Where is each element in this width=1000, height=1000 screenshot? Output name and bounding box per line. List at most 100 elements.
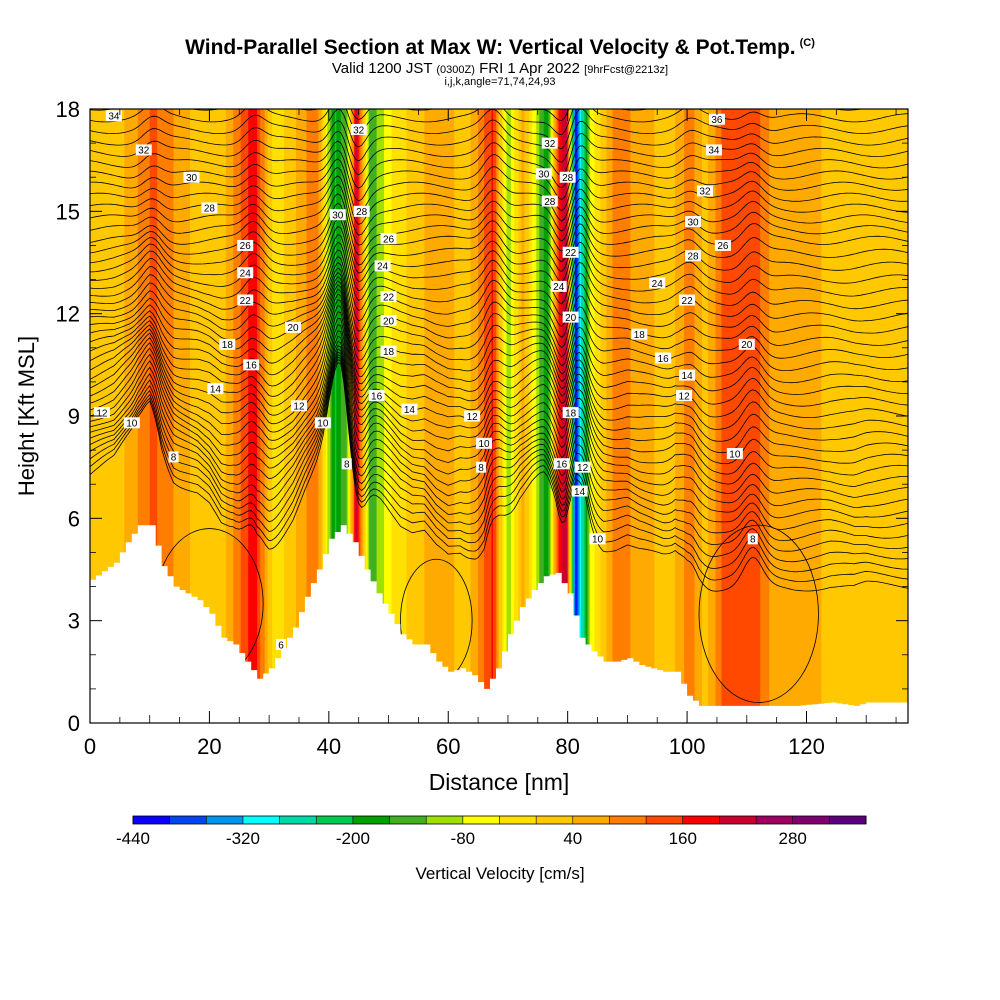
velocity-cell (861, 109, 864, 723)
colorbar-swatch (279, 816, 317, 824)
theta-label: 16 (243, 359, 260, 372)
velocity-cell (675, 109, 678, 723)
velocity-cell (439, 109, 442, 723)
velocity-cell (716, 109, 720, 723)
velocity-cell (142, 109, 145, 723)
velocity-cell (775, 109, 778, 723)
colorbar-swatch (682, 816, 720, 824)
velocity-cell (500, 109, 503, 723)
velocity-cell (418, 109, 421, 723)
velocity-cell (393, 109, 396, 723)
svg-text:32: 32 (544, 139, 556, 150)
theta-contour (90, 293, 908, 430)
velocity-cell (649, 109, 652, 723)
velocity-cell (534, 109, 537, 723)
velocity-cell (234, 109, 237, 723)
theta-contour (90, 25, 908, 59)
velocity-cell (351, 109, 354, 723)
svg-text:24: 24 (652, 279, 664, 290)
velocity-cell (140, 109, 143, 723)
y-tick-label: 12 (56, 302, 80, 327)
theta-label: 10 (314, 417, 331, 430)
svg-text:18: 18 (565, 408, 577, 419)
velocity-cell (254, 109, 257, 723)
velocity-cell (300, 109, 303, 723)
velocity-cell (527, 109, 530, 723)
chart-subtitle: Valid 1200 JST (0300Z) FRI 1 Apr 2022 [9… (331, 60, 669, 77)
svg-text:30: 30 (332, 211, 344, 222)
theta-contour (90, 241, 908, 316)
velocity-cell (431, 109, 434, 723)
velocity-cell (802, 109, 805, 723)
velocity-cell (204, 109, 208, 723)
velocity-cell (340, 109, 343, 723)
svg-text:14: 14 (404, 405, 416, 416)
velocity-cell (203, 109, 206, 723)
svg-text:34: 34 (708, 146, 720, 157)
velocity-cell (873, 109, 876, 723)
velocity-cell (767, 109, 770, 723)
theta-label: 12 (574, 461, 591, 474)
svg-text:6: 6 (278, 640, 284, 651)
velocity-cell (233, 109, 236, 723)
velocity-cell (181, 109, 184, 723)
theta-label: 34 (705, 144, 722, 157)
svg-text:20: 20 (287, 323, 299, 334)
theta-contour (90, 288, 908, 418)
velocity-cell (227, 109, 230, 723)
velocity-cell (148, 109, 151, 723)
velocity-cell (809, 109, 812, 723)
velocity-cell (310, 109, 314, 723)
velocity-cell (742, 109, 745, 723)
theta-label: 6 (276, 639, 287, 651)
velocity-cell (198, 109, 202, 723)
velocity-cell (237, 109, 240, 723)
velocity-cell (584, 109, 587, 723)
theta-contour (90, 109, 908, 135)
velocity-cell (678, 109, 681, 723)
velocity-cell (515, 109, 518, 723)
svg-text:8: 8 (750, 535, 756, 546)
velocity-cell (306, 109, 309, 723)
velocity-cell (501, 109, 505, 723)
theta-label: 18 (631, 328, 648, 341)
velocity-cell (173, 109, 176, 723)
velocity-cell (127, 109, 130, 723)
theta-contour (90, 284, 908, 407)
velocity-cell (867, 109, 870, 723)
velocity-cell (887, 109, 890, 723)
velocity-cell (143, 109, 146, 723)
velocity-cell (724, 109, 727, 723)
theta-contour (90, 210, 908, 274)
x-tick-label: 20 (197, 734, 221, 759)
velocity-cell (187, 109, 190, 723)
velocity-cell (627, 109, 630, 723)
svg-text:24: 24 (240, 269, 252, 280)
theta-label: 20 (285, 321, 302, 334)
velocity-cell (161, 109, 164, 723)
velocity-cell (842, 109, 845, 723)
velocity-cell (725, 109, 728, 723)
velocity-cell (318, 109, 321, 723)
velocity-cell (261, 109, 264, 723)
velocity-cell (249, 109, 252, 723)
velocity-cell (609, 109, 612, 723)
velocity-cell (206, 109, 209, 723)
terrain-mask (90, 525, 908, 723)
velocity-cell (540, 109, 543, 723)
velocity-cell (618, 109, 621, 723)
velocity-cell (594, 109, 597, 723)
velocity-cell (734, 109, 737, 723)
velocity-cell (754, 109, 757, 723)
velocity-cell (560, 109, 563, 723)
theta-contour (90, 348, 908, 541)
velocity-cell (267, 109, 270, 723)
theta-label: 14 (207, 383, 224, 396)
theta-contour (90, 193, 908, 256)
velocity-cell (222, 109, 225, 723)
theta-label: 20 (738, 338, 755, 351)
theta-label: 30 (685, 216, 702, 228)
velocity-cell (578, 109, 581, 723)
y-tick-label: 15 (56, 199, 80, 224)
velocity-cell (579, 109, 582, 723)
